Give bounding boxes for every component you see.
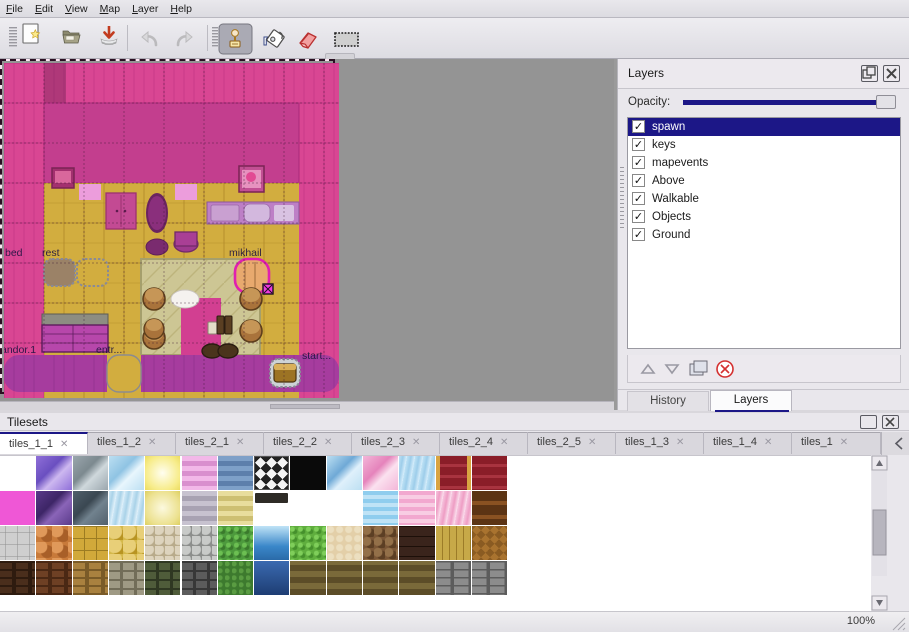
svg-text:bed: bed — [5, 247, 23, 259]
svg-text:start...: start... — [302, 350, 331, 362]
svg-text:rest: rest — [42, 247, 60, 259]
svg-text:entr...: entr... — [96, 344, 122, 356]
svg-text:andor.1: andor.1 — [4, 344, 36, 356]
svg-text:mikhail: mikhail — [229, 247, 262, 259]
